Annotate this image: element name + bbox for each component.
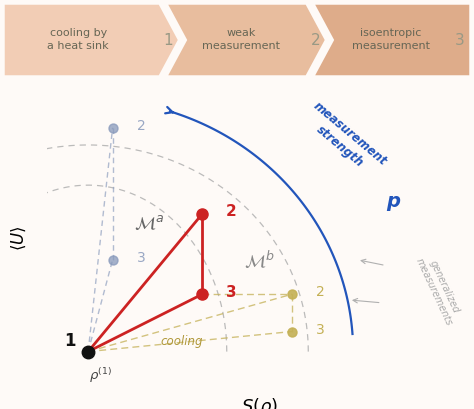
Text: $\langle U \rangle$: $\langle U \rangle$	[10, 225, 28, 250]
Polygon shape	[315, 6, 469, 76]
Text: 1: 1	[164, 34, 173, 48]
Text: 3: 3	[316, 322, 325, 336]
Text: $\rho^{(1)}$: $\rho^{(1)}$	[89, 365, 112, 384]
Polygon shape	[5, 6, 178, 76]
Text: 1: 1	[64, 331, 75, 349]
Text: cooling by
a heat sink: cooling by a heat sink	[47, 28, 109, 50]
Text: measurement
strength: measurement strength	[301, 99, 389, 180]
Text: $\mathcal{M}^a$: $\mathcal{M}^a$	[134, 213, 164, 232]
Text: $\boldsymbol{p}$: $\boldsymbol{p}$	[386, 193, 401, 212]
Text: 2: 2	[310, 34, 320, 48]
Text: $S(\rho)$: $S(\rho)$	[241, 395, 278, 409]
Text: cooling: cooling	[161, 334, 203, 347]
Text: weak
measurement: weak measurement	[202, 28, 280, 50]
Text: 3: 3	[137, 250, 146, 264]
Text: 2: 2	[226, 204, 236, 219]
Text: 2: 2	[316, 285, 325, 299]
Text: $\mathcal{M}^b$: $\mathcal{M}^b$	[244, 249, 274, 271]
Text: isoentropic
measurement: isoentropic measurement	[352, 28, 430, 50]
Text: generalized
measurements: generalized measurements	[413, 251, 464, 326]
Polygon shape	[168, 6, 325, 76]
Text: 2: 2	[137, 119, 146, 133]
Text: 3: 3	[226, 284, 236, 299]
Text: 3: 3	[455, 34, 465, 48]
